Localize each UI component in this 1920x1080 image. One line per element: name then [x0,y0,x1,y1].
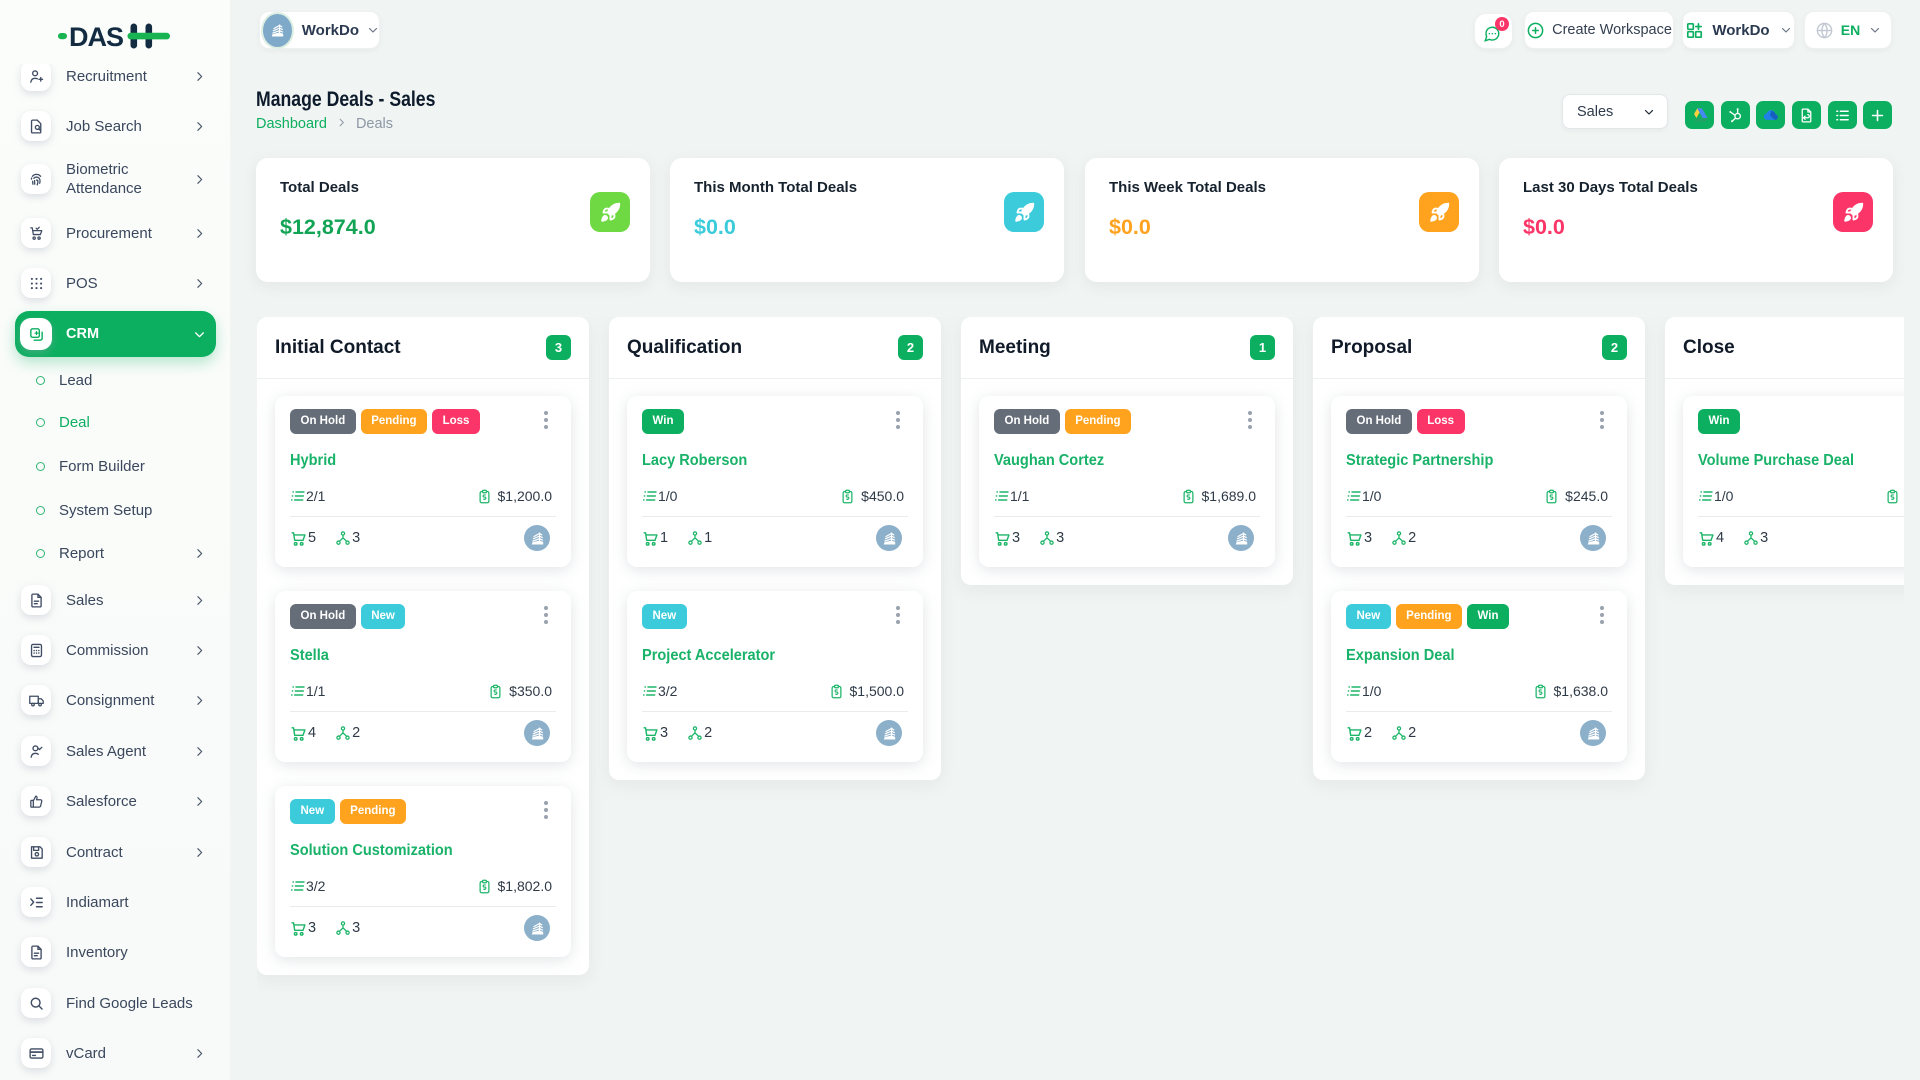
svg-text:DAS: DAS [69,22,123,50]
